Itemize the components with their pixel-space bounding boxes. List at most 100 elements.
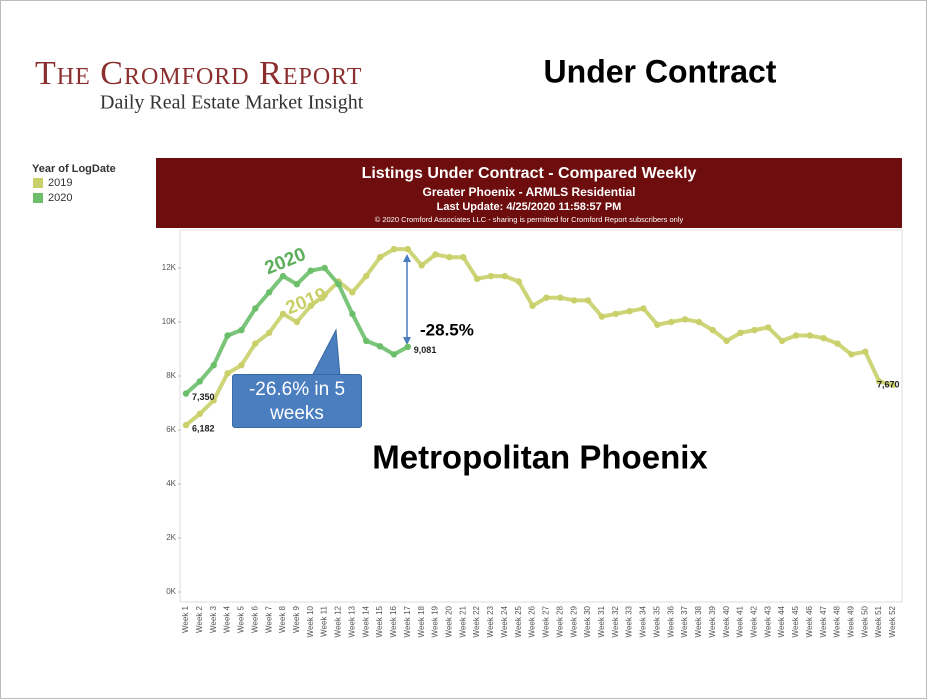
y-tick-label: 10K	[162, 317, 177, 326]
x-tick-label: Week 27	[542, 605, 551, 637]
x-tick-label: Week 7	[264, 605, 273, 633]
data-point	[224, 370, 231, 377]
data-point	[543, 294, 550, 301]
x-tick-label: Week 4	[223, 605, 232, 633]
data-point	[848, 351, 855, 358]
x-tick-label: Week 24	[500, 605, 509, 637]
data-point	[584, 297, 592, 304]
x-tick-label: Week 3	[209, 605, 218, 633]
data-point	[335, 281, 342, 288]
data-point	[376, 343, 384, 350]
data-point	[778, 337, 786, 345]
data-point	[723, 337, 730, 345]
data-point	[834, 340, 841, 347]
data-point	[473, 275, 481, 282]
data-point	[307, 267, 314, 274]
x-tick-label: Week 17	[403, 605, 412, 637]
data-point	[182, 390, 190, 397]
data-point	[376, 254, 384, 261]
data-point	[210, 362, 217, 369]
data-point	[654, 321, 661, 328]
data-point	[432, 251, 439, 258]
y-tick-label: 2K	[166, 533, 176, 542]
data-point	[626, 308, 633, 315]
x-tick-label: Week 52	[888, 605, 897, 637]
data-point	[515, 278, 522, 285]
data-label: 9,081	[414, 345, 437, 355]
x-tick-label: Week 51	[874, 605, 883, 637]
x-tick-label: Week 11	[320, 605, 329, 636]
x-tick-label: Week 28	[555, 605, 564, 637]
x-tick-label: Week 35	[652, 605, 661, 637]
x-tick-label: Week 44	[777, 605, 786, 637]
y-tick-label: 4K	[166, 479, 176, 488]
data-point	[252, 340, 259, 347]
y-tick-label: 0K	[166, 587, 176, 596]
x-tick-label: Week 48	[833, 605, 842, 637]
data-point	[487, 272, 495, 280]
data-label: 7,670	[877, 379, 900, 389]
legend-label: 2020	[48, 192, 72, 204]
x-tick-label: Week 9	[292, 605, 301, 633]
y-tick-label: 6K	[166, 425, 176, 434]
data-point	[238, 362, 245, 369]
data-point	[460, 254, 467, 261]
data-point	[737, 329, 744, 336]
data-point	[889, 381, 897, 389]
x-tick-label: Week 42	[749, 605, 758, 637]
data-point	[806, 332, 814, 339]
x-tick-label: Week 10	[306, 605, 315, 637]
data-point	[570, 297, 578, 304]
x-tick-label: Week 36	[666, 605, 675, 637]
data-point	[196, 378, 204, 385]
x-tick-label: Week 13	[347, 605, 356, 637]
x-tick-label: Week 31	[597, 605, 606, 637]
slide-title: Under Contract	[544, 53, 777, 89]
data-point	[265, 329, 273, 336]
data-point	[210, 397, 217, 404]
data-point	[238, 326, 245, 334]
series-line	[184, 247, 894, 427]
x-tick-label: Week 25	[514, 605, 523, 637]
x-tick-label: Week 22	[472, 605, 481, 637]
data-point	[196, 410, 204, 417]
x-tick-label: Week 14	[361, 605, 370, 637]
data-point	[363, 272, 370, 280]
data-point	[681, 316, 689, 323]
data-point	[875, 378, 883, 385]
x-tick-label: Week 29	[569, 605, 578, 637]
data-point	[349, 289, 356, 296]
x-tick-label: Week 8	[278, 605, 287, 633]
x-tick-label: Week 34	[639, 605, 648, 637]
x-tick-label: Week 43	[763, 605, 772, 637]
data-point	[529, 302, 536, 309]
data-point	[321, 291, 328, 299]
data-point	[293, 318, 301, 326]
x-tick-label: Week 32	[611, 605, 620, 637]
chart-header	[156, 158, 902, 228]
x-tick-label: Week 23	[486, 605, 495, 637]
data-point	[182, 421, 190, 429]
x-tick-label: Week 45	[791, 605, 800, 637]
y-tick-label: 8K	[166, 371, 176, 380]
data-point	[862, 348, 869, 355]
data-point	[404, 245, 412, 253]
legend-label: 2019	[48, 177, 72, 189]
data-point	[446, 254, 453, 261]
logo-name: The Cromford Report	[35, 55, 362, 92]
data-point	[252, 305, 259, 312]
region-label: Metropolitan Phoenix	[372, 439, 708, 476]
x-tick-label: Week 20	[445, 605, 454, 637]
x-tick-label: Week 39	[708, 605, 717, 637]
x-tick-label: Week 41	[736, 605, 745, 637]
data-label: 7,350	[192, 392, 215, 402]
data-point	[307, 302, 314, 309]
data-point	[667, 318, 675, 326]
data-point	[321, 264, 328, 272]
x-tick-label: Week 46	[805, 605, 814, 637]
data-point	[404, 343, 412, 351]
x-tick-label: Week 33	[625, 605, 634, 637]
data-point	[293, 281, 301, 288]
